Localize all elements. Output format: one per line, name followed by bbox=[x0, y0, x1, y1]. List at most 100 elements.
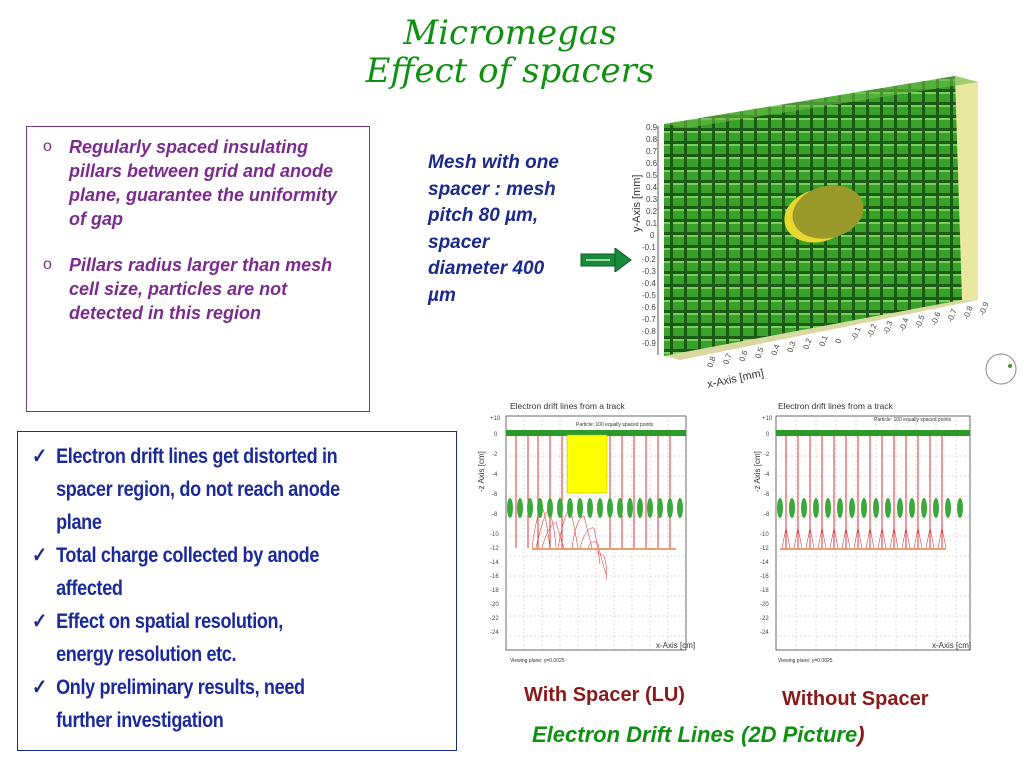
x-tick-label: -0.3 bbox=[881, 319, 894, 336]
plot-y-tick-label: -24 bbox=[490, 630, 499, 636]
check-text-line: Total charge collected by anode bbox=[56, 544, 320, 567]
y-tick-label: -0.3 bbox=[642, 267, 656, 276]
plot-y-tick-label: -14 bbox=[490, 560, 499, 566]
y-tick-label: -0.9 bbox=[642, 339, 656, 348]
circle-logo-icon bbox=[985, 353, 1017, 385]
mesh-3d-image: 0.9 0.8 0.7 0.6 0.5 0.4 0.3 0.2 0.1 0 -0… bbox=[632, 76, 991, 391]
y-tick-label: 0 bbox=[650, 231, 655, 240]
check-text-line: Only preliminary results, need bbox=[56, 676, 305, 699]
mesh-caption-line: spacer : mesh bbox=[428, 178, 556, 200]
y-tick-label: -0.4 bbox=[642, 279, 656, 288]
drift-lines-caption-text: Electron Drift Lines (2D Picture bbox=[532, 722, 858, 747]
x-tick-label: -0.9 bbox=[977, 300, 990, 317]
bullet-text: Pillars radius larger than mesh cell siz… bbox=[69, 255, 333, 323]
right-arrow-icon bbox=[580, 248, 632, 272]
list-item: ✓ Only preliminary results, need further… bbox=[32, 671, 391, 737]
x-tick-label: 0.1 bbox=[817, 334, 829, 348]
check-text-line: plane bbox=[56, 511, 102, 534]
plot-y-tick-label: +10 bbox=[490, 416, 501, 422]
plot-y-tick-label: -24 bbox=[760, 630, 769, 636]
plot-y-tick-label: -18 bbox=[760, 588, 769, 594]
mesh-caption-line: diameter 400 bbox=[428, 258, 545, 279]
plot-y-tick-label: -16 bbox=[490, 574, 499, 580]
title-line-2: Effect of spacers bbox=[365, 51, 655, 91]
list-item: ✓ Effect on spatial resolution, energy r… bbox=[32, 605, 391, 671]
spacer-description-box: o Regularly spaced insulating pillars be… bbox=[26, 126, 370, 412]
plot-y-tick-label: -20 bbox=[760, 602, 769, 608]
y-tick-label: -0.7 bbox=[642, 315, 656, 324]
checkmark-icon: ✓ bbox=[32, 610, 48, 633]
x-tick-label: -0.7 bbox=[945, 307, 958, 324]
check-text-line: Electron drift lines get distorted in bbox=[56, 445, 338, 468]
check-text-line: further investigation bbox=[56, 709, 224, 732]
plot-y-tick-label: -8 bbox=[764, 512, 770, 518]
bullet-text: Regularly spaced insulating pillars betw… bbox=[69, 137, 338, 229]
checkmark-icon: ✓ bbox=[32, 445, 48, 468]
mesh-caption-line: pitch 80 µm, bbox=[428, 205, 539, 226]
y-tick-label: 0.4 bbox=[646, 183, 658, 192]
plot-y-tick-label: -10 bbox=[760, 532, 769, 538]
list-item: o Pillars radius larger than mesh cell s… bbox=[35, 253, 359, 325]
plot-x-axis-label: x-Axis [cm] bbox=[932, 641, 971, 650]
plot-y-tick-label: -4 bbox=[492, 472, 498, 478]
plot-y-tick-label: -18 bbox=[490, 588, 499, 594]
mesh-caption-line: spacer bbox=[428, 231, 490, 253]
title-line-1: Micromegas bbox=[403, 13, 617, 53]
plot-y-tick-label: +10 bbox=[762, 416, 773, 422]
check-text-line: affected bbox=[56, 577, 123, 600]
checkmark-icon: ✓ bbox=[32, 676, 48, 699]
plot-y-tick-label: -10 bbox=[490, 532, 499, 538]
y-tick-label: 0.5 bbox=[646, 171, 658, 180]
findings-box: ✓ Electron drift lines get distorted in … bbox=[17, 431, 457, 751]
x-tick-label: -0.2 bbox=[865, 322, 878, 339]
plot-y-tick-label: -16 bbox=[760, 574, 769, 580]
check-text-line: energy resolution etc. bbox=[56, 643, 237, 666]
mesh-caption: Mesh with one spacer : mesh pitch 80 µm,… bbox=[428, 150, 608, 309]
list-item: o Regularly spaced insulating pillars be… bbox=[35, 135, 359, 231]
plot-y-tick-label: -22 bbox=[490, 616, 499, 622]
plot-title: Electron drift lines from a track bbox=[778, 401, 894, 411]
plot-y-tick-label: -6 bbox=[492, 492, 498, 498]
slide-title: Micromegas Effect of spacers bbox=[300, 14, 720, 90]
plot-y-tick-label: -14 bbox=[760, 560, 769, 566]
plot-y-tick-label: 0 bbox=[494, 432, 498, 438]
y-tick-label: 0.7 bbox=[646, 147, 658, 156]
x-tick-label: 0.3 bbox=[785, 340, 797, 354]
x-axis-label: x-Axis [mm] bbox=[706, 367, 765, 391]
x-tick-label: -0.4 bbox=[897, 316, 910, 333]
plot-y-tick-label: -8 bbox=[492, 512, 498, 518]
x-tick-label: 0 bbox=[833, 337, 843, 345]
plot-y-tick-label: -6 bbox=[764, 492, 770, 498]
y-tick-label: -0.6 bbox=[642, 303, 656, 312]
plot-y-tick-label: -2 bbox=[764, 452, 770, 458]
checkmark-icon: ✓ bbox=[32, 544, 48, 567]
y-tick-label: -0.2 bbox=[642, 255, 656, 264]
check-text-line: Effect on spatial resolution, bbox=[56, 610, 283, 633]
x-tick-label: 0.7 bbox=[721, 352, 733, 366]
plot-y-tick-label: -12 bbox=[490, 546, 499, 552]
plot-title: Electron drift lines from a track bbox=[510, 401, 626, 411]
plot-y-axis-label: -z Axis [cm] bbox=[477, 451, 486, 492]
x-tick-label: 0.8 bbox=[705, 355, 717, 369]
y-tick-label: 0.1 bbox=[646, 219, 658, 228]
y-axis-label: y-Axis [mm] bbox=[632, 175, 643, 232]
plot-y-tick-label: -4 bbox=[764, 472, 770, 478]
plot-y-tick-label: -20 bbox=[490, 602, 499, 608]
mesh-caption-line: Mesh with one bbox=[428, 152, 559, 173]
list-item: ✓ Total charge collected by anode affect… bbox=[32, 539, 391, 605]
mesh-caption-line: µm bbox=[428, 284, 456, 306]
plot-footer: Viewing plane: y=0.0025 bbox=[510, 658, 565, 664]
y-tick-label: 0.6 bbox=[646, 159, 658, 168]
y-tick-label: -0.5 bbox=[642, 291, 656, 300]
x-tick-label: 0.4 bbox=[769, 343, 781, 357]
circle-bullet-icon: o bbox=[43, 138, 52, 155]
y-tick-label: -0.1 bbox=[642, 243, 656, 252]
plot-y-tick-label: -12 bbox=[760, 546, 769, 552]
plot-subtitle: Particle: 100 equally spaced points bbox=[576, 422, 654, 428]
plot-x-axis-label: x-Axis [cm] bbox=[656, 641, 695, 650]
drift-lines-caption: Electron Drift Lines (2D Picture) bbox=[532, 722, 865, 748]
without-spacer-caption: Without Spacer bbox=[782, 688, 929, 710]
y-tick-label: -0.8 bbox=[642, 327, 656, 336]
x-tick-label: -0.8 bbox=[961, 304, 974, 321]
y-tick-label: 0.8 bbox=[646, 135, 658, 144]
